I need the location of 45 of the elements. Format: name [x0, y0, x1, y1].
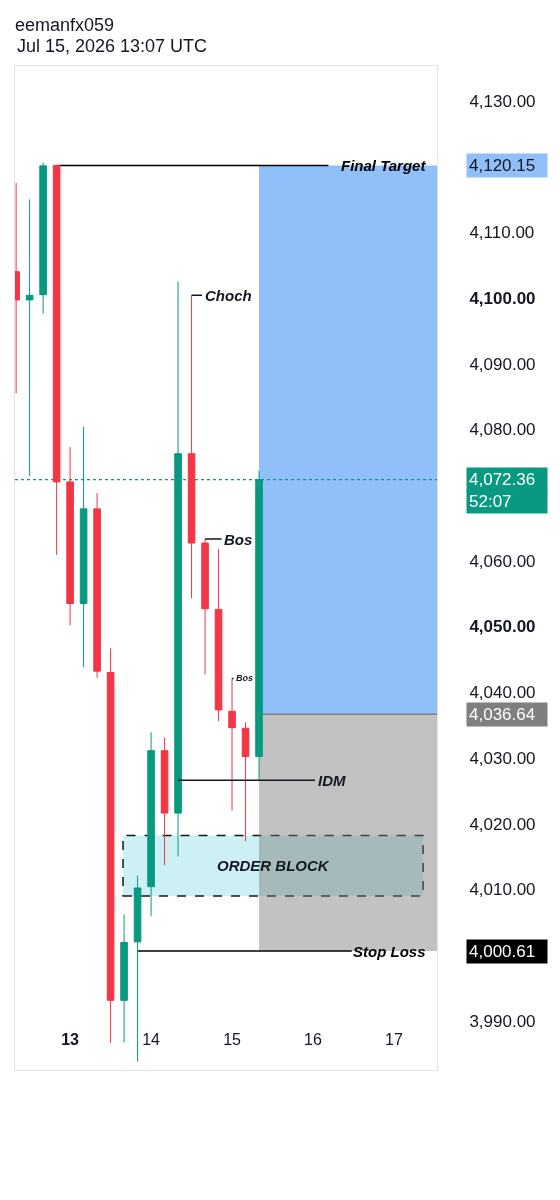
chart-title: eemanfx059: [15, 15, 115, 36]
x-tick-label: 13: [61, 1031, 80, 1048]
candlestick: [39, 162, 47, 315]
y-tick-label: 4,036.64: [469, 705, 536, 724]
candlestick: [133, 875, 142, 1062]
candlestick: [187, 294, 196, 599]
y-tick-label: 4,072.36: [469, 470, 536, 489]
candlestick: [214, 548, 223, 722]
candlestick: [241, 721, 250, 842]
y-tick-label: 4,010.00: [469, 880, 536, 900]
candlestick: [120, 913, 128, 1043]
text: 52:07: [469, 492, 512, 511]
y-tick-label: 4,030.00: [469, 748, 536, 768]
annotation: Choch: [205, 287, 252, 304]
y-tick-label: 4,000.61: [469, 942, 536, 961]
band-label: ORDER BLOCK: [217, 857, 330, 874]
annotation: Bos: [236, 673, 254, 683]
candlestick: [201, 538, 209, 675]
text: Jul 15, 2026 13:07 UTC: [17, 36, 208, 56]
ref-line-label: Stop Loss: [353, 943, 426, 960]
x-tick-label: 14: [142, 1031, 161, 1048]
y-tick-label: 3,990.00: [469, 1011, 536, 1031]
y-tick-label: 4,090.00: [469, 354, 536, 374]
y-tick-label: 4,040.00: [469, 683, 536, 703]
candlestick: [93, 492, 101, 679]
y-tick-label: 4,050.00: [469, 617, 536, 637]
y-tick-label: 4,020.00: [469, 814, 536, 834]
ref-line-label: Final Target: [341, 157, 427, 174]
x-tick-label: 15: [223, 1031, 242, 1048]
annotation: IDM: [318, 772, 346, 789]
y-tick-label: 4,110.00: [469, 223, 535, 243]
candlestick: [147, 731, 155, 917]
x-tick-label: 16: [304, 1031, 323, 1048]
candlestick: [106, 647, 115, 1044]
y-tick-label: 4,120.15: [469, 156, 536, 175]
candlestick: [52, 165, 61, 556]
y-tick-label: 4,130.00: [469, 91, 536, 111]
x-tick-label: 17: [385, 1031, 403, 1048]
candlestick: [25, 198, 34, 477]
y-tick-label: 4,080.00: [469, 420, 536, 440]
annotation: Bos: [224, 531, 253, 548]
y-tick-label: 4,100.00: [469, 288, 536, 308]
y-tick-label: 4,060.00: [469, 551, 536, 571]
candlestick: [66, 446, 74, 626]
candlestick: [160, 737, 169, 866]
